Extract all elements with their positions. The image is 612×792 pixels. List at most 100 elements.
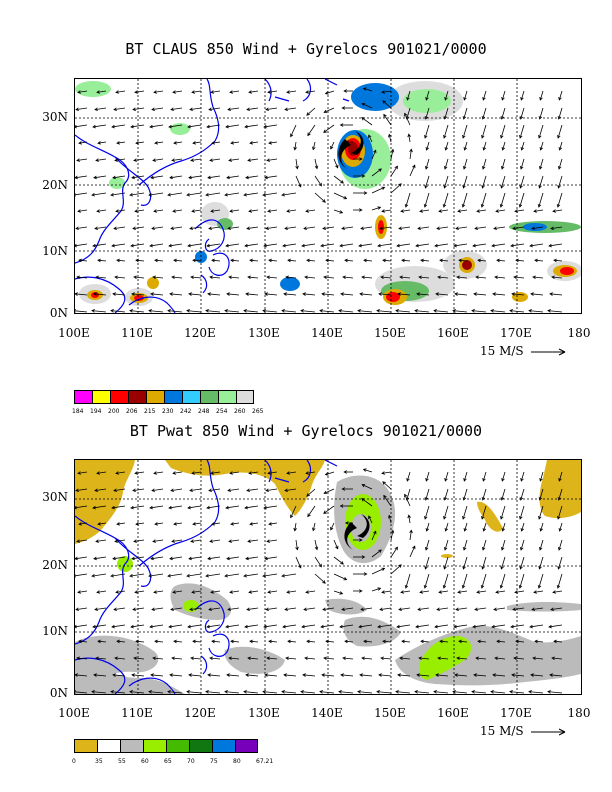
wind-vector-head bbox=[406, 96, 410, 101]
wind-vector bbox=[284, 607, 297, 611]
wind-vector-head bbox=[519, 165, 524, 170]
wind-vector-head bbox=[148, 573, 152, 578]
wind-vector-head bbox=[154, 141, 158, 145]
wind-vector-head bbox=[359, 589, 363, 593]
wind-vector-head bbox=[557, 496, 562, 501]
wind-vector-head bbox=[520, 477, 524, 482]
wind-vector bbox=[93, 556, 107, 560]
wind-vector bbox=[187, 505, 202, 509]
wind-vector-head bbox=[226, 175, 230, 180]
wind-vector bbox=[532, 657, 544, 660]
wind-vector-head bbox=[208, 107, 212, 112]
wind-vector bbox=[472, 243, 487, 247]
wind-vector-head bbox=[149, 624, 153, 629]
wind-vector bbox=[400, 209, 411, 212]
wind-vector-head bbox=[94, 607, 98, 612]
wind-vector bbox=[424, 505, 430, 520]
wind-vector bbox=[405, 573, 411, 589]
wind-vector bbox=[453, 624, 468, 628]
wind-vector bbox=[186, 310, 202, 313]
wind-vector-head bbox=[248, 90, 252, 94]
wind-vector bbox=[247, 539, 259, 542]
wind-vector-head bbox=[283, 673, 287, 677]
wind-vector bbox=[249, 141, 259, 144]
wind-vector bbox=[192, 141, 202, 144]
wind-vector-head bbox=[532, 275, 536, 280]
wind-vector-head bbox=[501, 146, 506, 151]
top-lon-label: 100E bbox=[58, 326, 90, 340]
bottom-lon-label: 100E bbox=[58, 706, 90, 720]
wind-vector-head bbox=[515, 639, 519, 644]
wind-vector bbox=[531, 226, 544, 230]
wind-vector bbox=[168, 243, 183, 247]
wind-vector bbox=[268, 640, 278, 643]
wind-vector-head bbox=[230, 258, 234, 263]
wind-vector-head bbox=[111, 624, 115, 629]
wind-vector-head bbox=[94, 226, 98, 231]
wind-vector bbox=[502, 522, 506, 532]
wind-vector-head bbox=[112, 292, 116, 296]
wind-vector bbox=[538, 192, 544, 208]
wind-vector bbox=[509, 691, 525, 694]
wind-vector bbox=[539, 175, 544, 189]
wind-vector bbox=[415, 243, 430, 247]
wind-vector-head bbox=[170, 107, 174, 112]
wind-vector bbox=[134, 590, 145, 593]
wind-vector-head bbox=[434, 243, 438, 248]
wind-vector bbox=[437, 657, 449, 660]
wind-vector bbox=[262, 691, 278, 694]
wind-vector bbox=[300, 310, 316, 313]
wind-vector bbox=[398, 607, 411, 611]
wind-vector-head bbox=[520, 527, 525, 532]
wind-vector bbox=[482, 175, 487, 189]
top-lat-label: 20N bbox=[42, 178, 68, 192]
wind-vector-head bbox=[519, 496, 524, 501]
wind-vector bbox=[312, 522, 316, 531]
wind-vector-head bbox=[116, 522, 120, 526]
wind-vector bbox=[262, 192, 278, 196]
wind-vector bbox=[371, 186, 385, 194]
wind-vector bbox=[189, 226, 202, 230]
wind-vector bbox=[262, 310, 278, 313]
wind-vector bbox=[312, 141, 316, 150]
wind-vector bbox=[286, 90, 297, 93]
wind-vector bbox=[111, 243, 126, 247]
wind-vector-head bbox=[129, 573, 133, 578]
wind-vector-head bbox=[262, 690, 266, 694]
wind-vector bbox=[455, 226, 468, 230]
colorbar-label: 254 bbox=[216, 408, 228, 415]
wind-vector-head bbox=[153, 209, 157, 213]
wind-vector bbox=[91, 192, 107, 196]
wind-vector-head bbox=[444, 146, 449, 151]
wind-vector-head bbox=[472, 243, 476, 248]
bottom-lon-label: 130E bbox=[248, 706, 280, 720]
wind-vector bbox=[92, 124, 107, 128]
wind-vector bbox=[323, 107, 335, 113]
wind-vector-head bbox=[229, 471, 233, 475]
wind-vector bbox=[244, 124, 259, 128]
wind-vector-head bbox=[463, 146, 468, 151]
wind-vector-head bbox=[323, 275, 327, 280]
wind-vector bbox=[382, 259, 392, 262]
wind-vector-head bbox=[314, 165, 319, 170]
wind-vector-head bbox=[495, 590, 499, 594]
wind-vector-head bbox=[530, 673, 534, 677]
wind-vector-head bbox=[511, 673, 515, 677]
wind-vector bbox=[110, 691, 126, 694]
wind-vector bbox=[301, 243, 316, 247]
wind-vector bbox=[418, 276, 430, 279]
top-map-svg bbox=[75, 79, 581, 313]
wind-vector-head bbox=[534, 258, 538, 263]
wind-vector-head bbox=[93, 292, 97, 296]
wind-vector bbox=[133, 539, 145, 542]
wind-vector-head bbox=[539, 477, 543, 482]
wind-vector bbox=[501, 175, 506, 189]
wind-vector-head bbox=[75, 488, 79, 493]
wind-vector-head bbox=[230, 522, 234, 526]
wind-vector bbox=[167, 691, 183, 694]
wind-vector-head bbox=[456, 656, 460, 661]
wind-vector bbox=[307, 124, 316, 136]
wind-vector-head bbox=[425, 146, 430, 151]
wind-vector-head bbox=[424, 515, 428, 520]
wind-vector-head bbox=[361, 102, 366, 107]
